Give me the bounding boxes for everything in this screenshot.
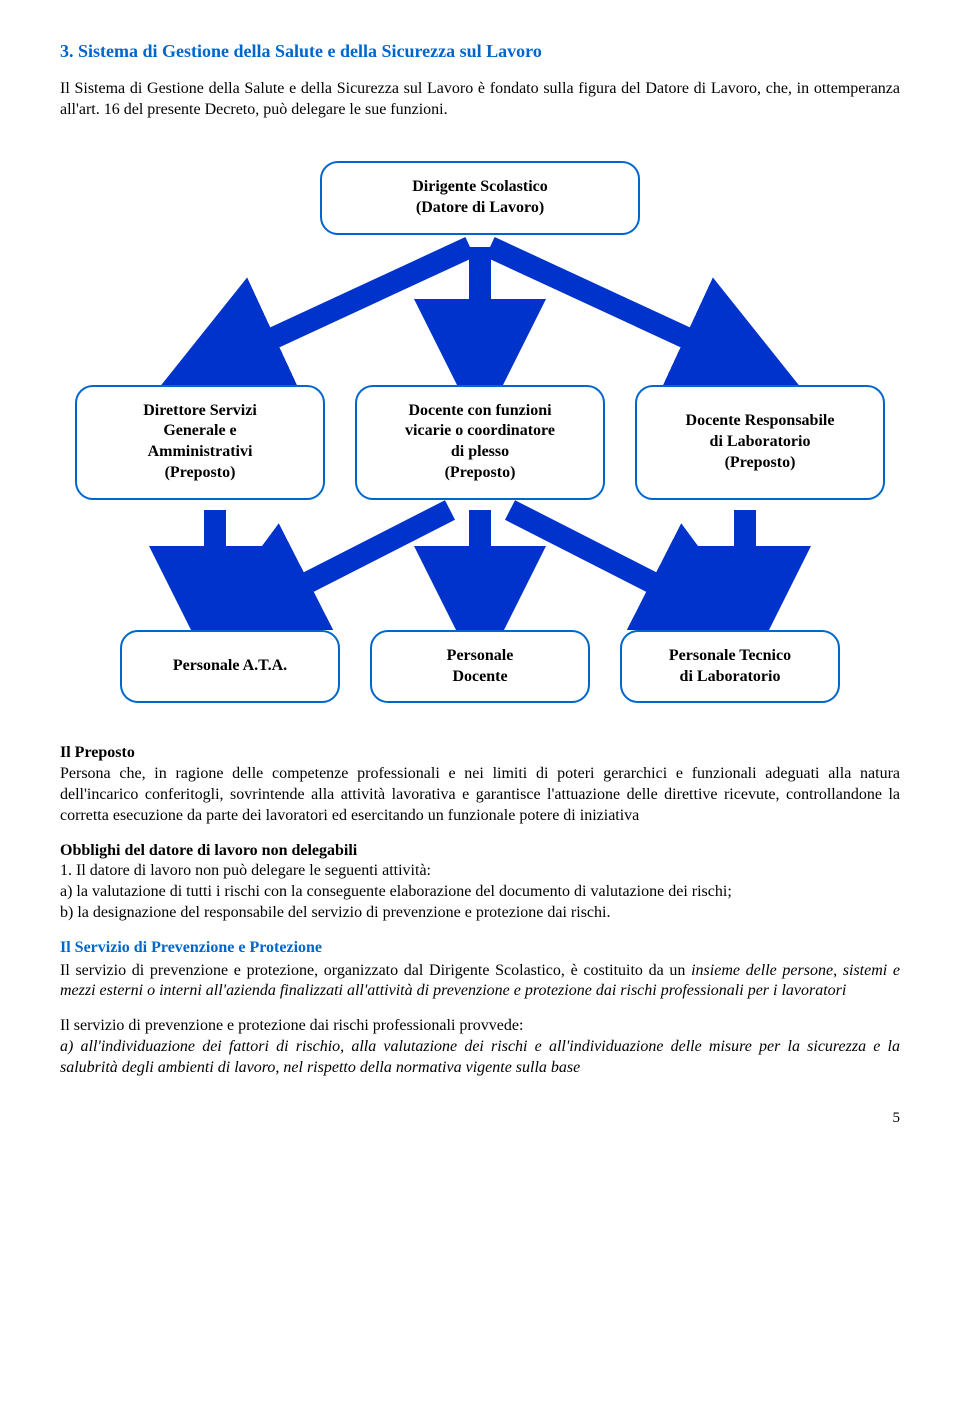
arrow-group xyxy=(215,247,745,365)
node-line: Personale A.T.A. xyxy=(140,656,320,677)
node-docente-funzioni: Docente con funzioni vicarie o coordinat… xyxy=(355,385,605,500)
section-heading: 3. Sistema di Gestione della Salute e de… xyxy=(60,40,900,63)
arrows-level-1 xyxy=(70,235,890,385)
arrow-group xyxy=(215,510,745,612)
node-docente-responsabile: Docente Responsabile di Laboratorio (Pre… xyxy=(635,385,885,500)
obblighi-line-1: 1. Il datore di lavoro non può delegare … xyxy=(60,861,900,882)
arrows-level-2 xyxy=(70,500,890,630)
node-line: Direttore Servizi xyxy=(95,401,305,422)
node-line: Dirigente Scolastico xyxy=(340,177,620,198)
intro-paragraph: Il Sistema di Gestione della Salute e de… xyxy=(60,79,900,121)
preposto-section: Il Preposto Persona che, in ragione dell… xyxy=(60,743,900,826)
node-personale-docente: Personale Docente xyxy=(370,630,590,704)
node-line: di plesso xyxy=(375,442,585,463)
page-number: 5 xyxy=(60,1109,900,1129)
servizio-list-intro: Il servizio di prevenzione e protezione … xyxy=(60,1016,900,1037)
node-line: Personale Tecnico xyxy=(640,646,820,667)
servizio-list-section: Il servizio di prevenzione e protezione … xyxy=(60,1016,900,1078)
node-dirigente-scolastico: Dirigente Scolastico (Datore di Lavoro) xyxy=(320,161,640,235)
preposto-title: Il Preposto xyxy=(60,744,135,761)
node-line: Amministrativi xyxy=(95,442,305,463)
servizio-section: Il Servizio di Prevenzione e Protezione … xyxy=(60,938,900,1002)
node-personale-tecnico: Personale Tecnico di Laboratorio xyxy=(620,630,840,704)
org-chart-diagram: Dirigente Scolastico (Datore di Lavoro) … xyxy=(60,161,900,703)
node-line: (Preposto) xyxy=(655,453,865,474)
node-line: di Laboratorio xyxy=(640,667,820,688)
obblighi-line-a: a) la valutazione di tutti i rischi con … xyxy=(60,882,900,903)
node-line: vicarie o coordinatore xyxy=(375,421,585,442)
node-line: Docente xyxy=(390,667,570,688)
node-personale-ata: Personale A.T.A. xyxy=(120,630,340,704)
node-line: (Datore di Lavoro) xyxy=(340,198,620,219)
node-line: Docente con funzioni xyxy=(375,401,585,422)
node-line: (Preposto) xyxy=(375,463,585,484)
obblighi-line-b: b) la designazione del responsabile del … xyxy=(60,903,900,924)
servizio-list-a: a) all'individuazione dei fattori di ris… xyxy=(60,1037,900,1079)
preposto-body: Persona che, in ragione delle competenze… xyxy=(60,765,900,824)
node-direttore-servizi: Direttore Servizi Generale e Amministrat… xyxy=(75,385,325,500)
node-line: Docente Responsabile xyxy=(655,411,865,432)
node-line: Personale xyxy=(390,646,570,667)
obblighi-title: Obblighi del datore di lavoro non delega… xyxy=(60,841,900,862)
obblighi-section: Obblighi del datore di lavoro non delega… xyxy=(60,841,900,924)
servizio-body-pre: Il servizio di prevenzione e protezione,… xyxy=(60,962,691,979)
node-line: (Preposto) xyxy=(95,463,305,484)
node-line: Generale e xyxy=(95,421,305,442)
servizio-title: Il Servizio di Prevenzione e Protezione xyxy=(60,938,900,959)
node-line: di Laboratorio xyxy=(655,432,865,453)
